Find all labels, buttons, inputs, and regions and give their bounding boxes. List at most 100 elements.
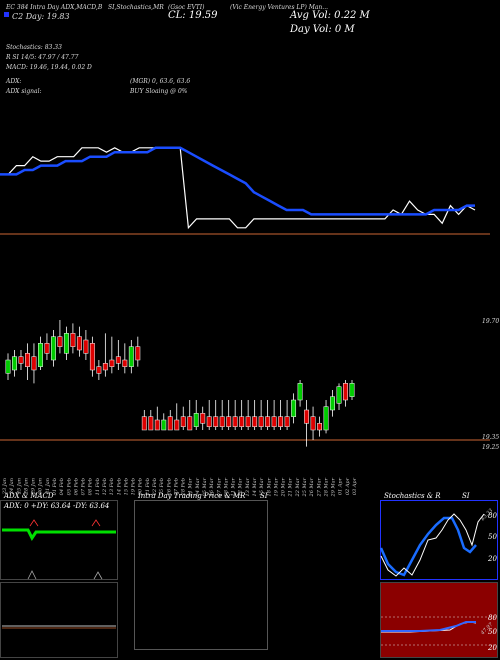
candle-body bbox=[310, 416, 316, 431]
price-lines bbox=[0, 146, 476, 230]
candle-body bbox=[161, 419, 167, 431]
stochastics-panel bbox=[380, 500, 498, 580]
candle-body bbox=[239, 416, 245, 427]
candle-body bbox=[57, 336, 63, 347]
x-tick-label: 12 Mar bbox=[238, 477, 244, 496]
adx-signal-label: ADX signal: bbox=[6, 88, 42, 95]
adx-line bbox=[2, 528, 116, 541]
candle-body bbox=[193, 413, 199, 427]
adx-panel-readout: ADX: 0 +DY: 63.64 -DY: 63.64 bbox=[4, 502, 110, 510]
x-tick-label: 23 Jan bbox=[2, 478, 8, 495]
x-tick-label: 06 Feb bbox=[73, 478, 79, 495]
plus-dy-spike bbox=[29, 519, 39, 527]
rsi-tick-80: 80 bbox=[488, 614, 497, 622]
x-tick-label: 20 Mar bbox=[281, 477, 287, 497]
candle-body bbox=[336, 386, 342, 404]
x-tick-label: 21 Mar bbox=[288, 477, 294, 497]
candle-body bbox=[174, 419, 180, 431]
x-tick-label: 01 Feb bbox=[52, 478, 58, 495]
stoch-panel-title: Stochastics & R bbox=[384, 492, 441, 500]
candle-body bbox=[213, 416, 219, 427]
x-tick-label: 25 Jan bbox=[16, 478, 22, 495]
x-tick-label: 07 Feb bbox=[81, 478, 87, 495]
x-tick-label: 24 Jan bbox=[9, 478, 15, 495]
adx-panel bbox=[0, 500, 118, 580]
moving-average-line bbox=[0, 146, 475, 216]
x-tick-label: 13 Mar bbox=[245, 477, 251, 496]
rsi-line-blue bbox=[381, 621, 476, 632]
candle-body bbox=[284, 416, 290, 427]
x-tick-label: 26 Feb bbox=[166, 478, 172, 496]
stoch-tick-80: 80 bbox=[488, 512, 497, 520]
stoch-tick-50: 50 bbox=[488, 533, 497, 541]
x-tick-label: 05 Mar bbox=[202, 477, 208, 496]
x-tick-label: 14 Feb bbox=[116, 478, 122, 495]
minus-dy-spike bbox=[91, 519, 101, 527]
x-tick-label: 01 Apr bbox=[338, 477, 344, 495]
candle-body bbox=[200, 413, 206, 424]
candle-body bbox=[83, 339, 89, 354]
candle-body bbox=[349, 383, 355, 397]
candle-body bbox=[258, 416, 264, 427]
candle-body bbox=[343, 383, 348, 401]
header-prev-close: C2 Day: 19.83 bbox=[12, 12, 70, 21]
candle-body bbox=[96, 366, 102, 374]
adx-panel-title: ADX & MACD bbox=[4, 492, 54, 500]
candle-body bbox=[219, 416, 225, 427]
avg-volume: Avg Vol: 0.22 M bbox=[290, 10, 370, 21]
x-tick-label: 11 Feb bbox=[95, 478, 101, 495]
candle-body bbox=[232, 416, 238, 427]
candle-body bbox=[109, 359, 115, 367]
x-tick-label: 21 Feb bbox=[145, 478, 151, 496]
candle-body bbox=[128, 346, 134, 367]
candle-body bbox=[76, 336, 82, 351]
x-tick-label: 25 Mar bbox=[302, 477, 308, 497]
x-tick-label: 29 Jan bbox=[31, 478, 37, 495]
adx-label: ADX: bbox=[6, 78, 22, 85]
candle-body bbox=[148, 416, 154, 431]
x-tick-label: 01 Mar bbox=[188, 477, 194, 496]
candle-body bbox=[89, 343, 95, 371]
candle-body bbox=[25, 353, 30, 367]
candle-body bbox=[278, 416, 284, 427]
candle-body bbox=[18, 356, 24, 364]
candle-body bbox=[330, 396, 335, 411]
stoch-d-line bbox=[379, 516, 477, 577]
x-tick-label: 19 Feb bbox=[131, 478, 137, 495]
candle-body bbox=[187, 416, 193, 431]
header-line1: EC 384 Intra Day ADX,MACD,B bbox=[6, 4, 103, 11]
x-tick-label: 28 Jan bbox=[23, 478, 29, 495]
stoch-k-line bbox=[380, 513, 485, 577]
x-tick-label: 14 Mar bbox=[252, 477, 258, 496]
stochastics-readout: Stochastics: 83.33 bbox=[6, 44, 62, 51]
x-tick-label: 28 Feb bbox=[181, 478, 187, 496]
rsi-tick-50: 50 bbox=[488, 628, 497, 636]
candle-body bbox=[323, 406, 329, 431]
macd-panel bbox=[0, 582, 118, 658]
candle-body bbox=[50, 336, 56, 361]
candle-body bbox=[291, 399, 297, 417]
x-tick-label: 25 Feb bbox=[159, 478, 165, 496]
price-label-top: 19.70 bbox=[482, 318, 500, 325]
candle-body bbox=[271, 416, 277, 427]
x-tick-label: 30 Jan bbox=[38, 478, 44, 494]
x-tick-label: 08 Mar bbox=[223, 477, 229, 496]
x-tick-label: 04 Feb bbox=[59, 478, 65, 495]
candlesticks bbox=[5, 320, 355, 447]
candle-body bbox=[31, 356, 37, 371]
x-tick-label: 29 Mar bbox=[331, 477, 337, 497]
x-tick-label: 11 Mar bbox=[231, 477, 237, 496]
candle-body bbox=[226, 416, 232, 427]
macd-readout: MACD: 19.46, 19.44, 0.02 D bbox=[6, 64, 92, 71]
mr-panel-si: SI bbox=[260, 492, 268, 500]
x-tick-label: 31 Jan bbox=[45, 478, 51, 494]
candle-body bbox=[252, 416, 258, 427]
x-tick-label: 02 Apr bbox=[345, 477, 351, 495]
x-axis-labels: 23 Jan 24 Jan 25 Jan 28 Jan 29 Jan 30 Jan 31 J… bbox=[2, 477, 358, 497]
candle-body bbox=[245, 416, 251, 427]
x-tick-label: 18 Mar bbox=[266, 477, 272, 496]
